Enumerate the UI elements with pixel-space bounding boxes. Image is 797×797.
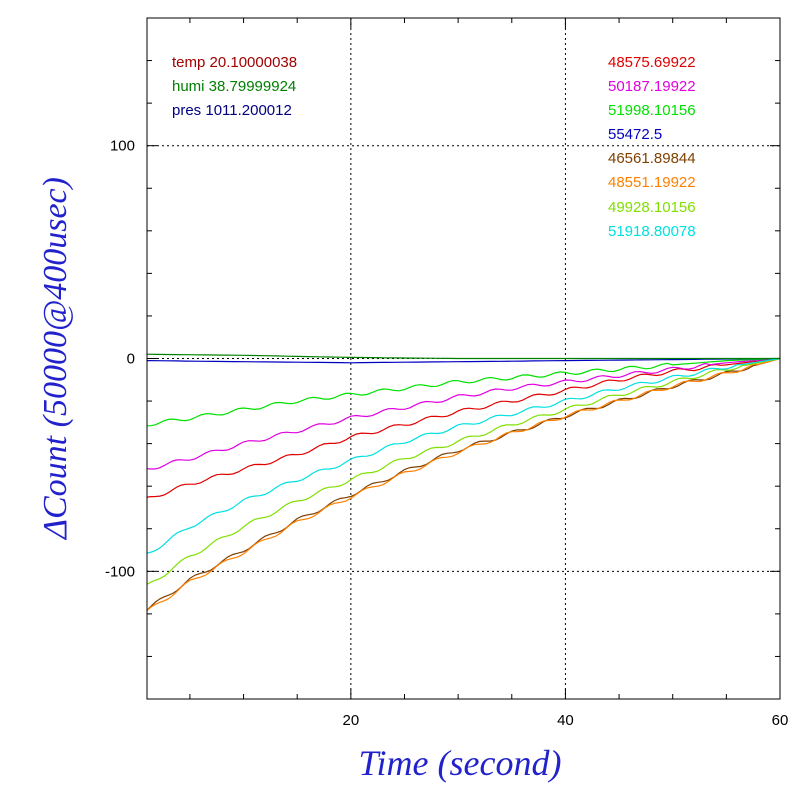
legend-entry: 48551.19922 bbox=[608, 174, 696, 191]
legend-entry: 48575.69922 bbox=[608, 54, 696, 71]
legend-entry: 55472.5 bbox=[608, 126, 662, 143]
x-tick-label: 60 bbox=[772, 712, 789, 729]
legend-entry: 50187.19922 bbox=[608, 78, 696, 95]
x-tick-label: 20 bbox=[343, 712, 360, 729]
y-tick-label: 100 bbox=[110, 138, 135, 155]
series-line bbox=[146, 357, 781, 364]
legend-entry: 46561.89844 bbox=[608, 150, 696, 167]
x-tick-label: 40 bbox=[557, 712, 574, 729]
y-tick-label: -100 bbox=[105, 563, 135, 580]
tick-labels: 20 40 60 -100 0 100 bbox=[105, 138, 788, 729]
series-line bbox=[146, 357, 781, 498]
series-line bbox=[146, 357, 781, 427]
info-legend: temp 20.10000038 humi 38.79999924 pres 1… bbox=[172, 54, 297, 119]
y-tick-label: 0 bbox=[127, 351, 135, 368]
legend-entry: 51998.10156 bbox=[608, 102, 696, 119]
series-line bbox=[146, 357, 781, 611]
series-legend: 48575.69922 50187.19922 51998.10156 5547… bbox=[608, 54, 696, 240]
series-line bbox=[146, 357, 781, 554]
legend-entry: 49928.10156 bbox=[608, 199, 696, 216]
info-label-temp: temp 20.10000038 bbox=[172, 54, 297, 71]
series-line bbox=[146, 353, 780, 360]
y-axis-label: ΔCount (50000@400usec) bbox=[37, 177, 74, 541]
series-line bbox=[146, 357, 781, 470]
series-layer bbox=[146, 353, 781, 612]
plot-frame bbox=[146, 17, 781, 700]
series-line bbox=[146, 357, 781, 585]
info-label-pres: pres 1011.200012 bbox=[172, 102, 292, 119]
legend-entry: 51918.80078 bbox=[608, 223, 696, 240]
x-axis-label: Time (second) bbox=[359, 743, 562, 783]
series-line bbox=[146, 357, 781, 612]
info-label-humi: humi 38.79999924 bbox=[172, 78, 296, 95]
